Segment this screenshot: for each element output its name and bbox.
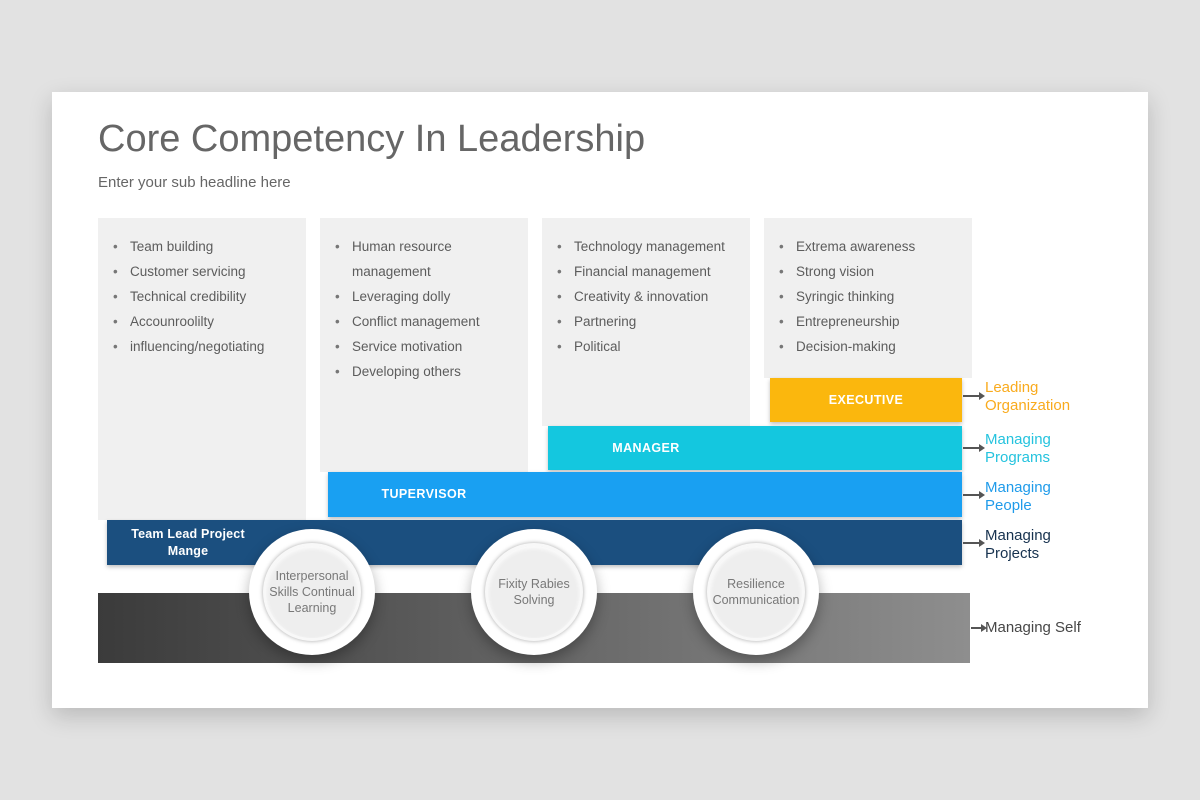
list-item: Creativity & innovation — [542, 284, 742, 309]
competency-panel-manager: Technology management Financial manageme… — [542, 218, 750, 426]
arrow-right-icon — [963, 491, 985, 499]
list-item: Human resource management — [320, 234, 520, 284]
competency-list: Human resource management Leveraging dol… — [320, 218, 528, 384]
side-label-managing-self: Managing Self — [985, 619, 1081, 636]
level-bar-manager: MANAGER — [548, 426, 962, 470]
side-label-managing-people: Managing People — [985, 479, 1051, 514]
list-item: Developing others — [320, 359, 520, 384]
list-item: Financial management — [542, 259, 742, 284]
skill-circle-label: Fixity Rabies Solving — [485, 543, 583, 641]
list-item: Syringic thinking — [764, 284, 964, 309]
skill-circle-label: Interpersonal Skills Continual Learning — [263, 543, 361, 641]
list-item: Technical credibility — [98, 284, 298, 309]
list-item: Conflict management — [320, 309, 520, 334]
list-item: Political — [542, 334, 742, 359]
level-bar-label: MANAGER — [612, 440, 680, 455]
skill-circle-label: Resilience Communication — [707, 543, 805, 641]
slide-card: Core Competency In Leadership Enter your… — [52, 92, 1148, 708]
list-item: Decision-making — [764, 334, 964, 359]
competency-list: Technology management Financial manageme… — [542, 218, 750, 359]
list-item: Technology management — [542, 234, 742, 259]
page-subtitle: Enter your sub headline here — [98, 174, 291, 191]
level-bar-executive: EXECUTIVE — [770, 378, 962, 422]
skill-circle: Interpersonal Skills Continual Learning — [249, 529, 375, 655]
competency-panel-executive: Extrema awareness Strong vision Syringic… — [764, 218, 972, 378]
side-label-leading-organization: Leading Organization — [985, 379, 1071, 414]
level-bar-supervisor: TUPERVISOR — [328, 472, 962, 517]
list-item: influencing/negotiating — [98, 334, 298, 359]
list-item: Extrema awareness — [764, 234, 964, 259]
list-item: Service motivation — [320, 334, 520, 359]
level-bar-label: TUPERVISOR — [381, 487, 467, 501]
arrow-right-icon — [963, 444, 985, 452]
competency-list: Team building Customer servicing Technic… — [98, 218, 306, 359]
side-label-managing-projects: Managing Projects — [985, 527, 1051, 562]
list-item: Strong vision — [764, 259, 964, 284]
list-item: Leveraging dolly — [320, 284, 520, 309]
list-item: Accounroolilty — [98, 309, 298, 334]
level-bar-label: Team Lead Project Mange — [131, 526, 245, 558]
list-item: Team building — [98, 234, 298, 259]
list-item: Partnering — [542, 309, 742, 334]
competency-list: Extrema awareness Strong vision Syringic… — [764, 218, 972, 359]
list-item: Entrepreneurship — [764, 309, 964, 334]
side-label-managing-programs: Managing Programs — [985, 431, 1051, 466]
arrow-right-icon — [971, 624, 987, 632]
page-title: Core Competency In Leadership — [98, 118, 646, 160]
skill-circle: Resilience Communication — [693, 529, 819, 655]
level-bar-label: EXECUTIVE — [828, 392, 904, 407]
arrow-right-icon — [963, 539, 985, 547]
skill-circle: Fixity Rabies Solving — [471, 529, 597, 655]
arrow-right-icon — [963, 392, 985, 400]
list-item: Customer servicing — [98, 259, 298, 284]
competency-panel-team-lead: Team building Customer servicing Technic… — [98, 218, 306, 520]
competency-panel-supervisor: Human resource management Leveraging dol… — [320, 218, 528, 472]
